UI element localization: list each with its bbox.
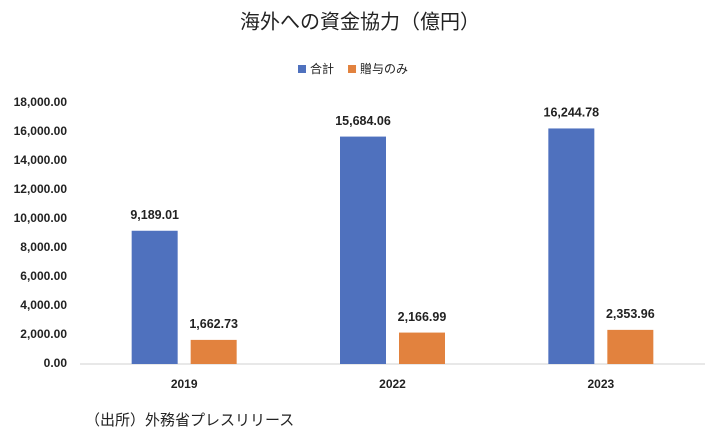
legend-label: 合計 bbox=[310, 61, 334, 76]
data-label: 9,189.01 bbox=[130, 208, 179, 222]
y-tick-label: 4,000.00 bbox=[20, 298, 67, 312]
y-tick-label: 6,000.00 bbox=[20, 269, 67, 283]
bar bbox=[340, 136, 386, 364]
y-tick-label: 10,000.00 bbox=[14, 211, 68, 225]
y-tick-label: 14,000.00 bbox=[14, 153, 68, 167]
legend-label: 贈与のみ bbox=[360, 61, 408, 76]
y-tick-label: 18,000.00 bbox=[14, 95, 68, 109]
data-label: 2,353.96 bbox=[606, 307, 655, 321]
y-tick-label: 16,000.00 bbox=[14, 124, 68, 138]
data-label: 15,684.06 bbox=[335, 114, 391, 128]
x-tick-label: 2023 bbox=[587, 377, 614, 391]
source-note: （出所）外務省プレスリリース bbox=[85, 412, 294, 429]
data-label: 2,166.99 bbox=[398, 310, 447, 324]
bar bbox=[399, 332, 445, 364]
bar bbox=[607, 329, 654, 364]
bar bbox=[190, 339, 237, 364]
x-tick-label: 2022 bbox=[379, 377, 406, 391]
data-label: 16,244.78 bbox=[544, 106, 600, 120]
bar bbox=[548, 128, 595, 364]
legend-swatch bbox=[348, 65, 357, 73]
y-tick-label: 0.00 bbox=[44, 356, 68, 370]
y-tick-label: 2,000.00 bbox=[20, 327, 67, 341]
data-label: 1,662.73 bbox=[189, 317, 238, 331]
x-tick-label: 2019 bbox=[171, 377, 198, 391]
y-tick-label: 8,000.00 bbox=[20, 240, 67, 254]
bar bbox=[131, 230, 178, 364]
y-tick-label: 12,000.00 bbox=[14, 182, 68, 196]
legend-swatch bbox=[298, 65, 306, 73]
chart-title: 海外への資金協力（億円） bbox=[240, 10, 480, 33]
